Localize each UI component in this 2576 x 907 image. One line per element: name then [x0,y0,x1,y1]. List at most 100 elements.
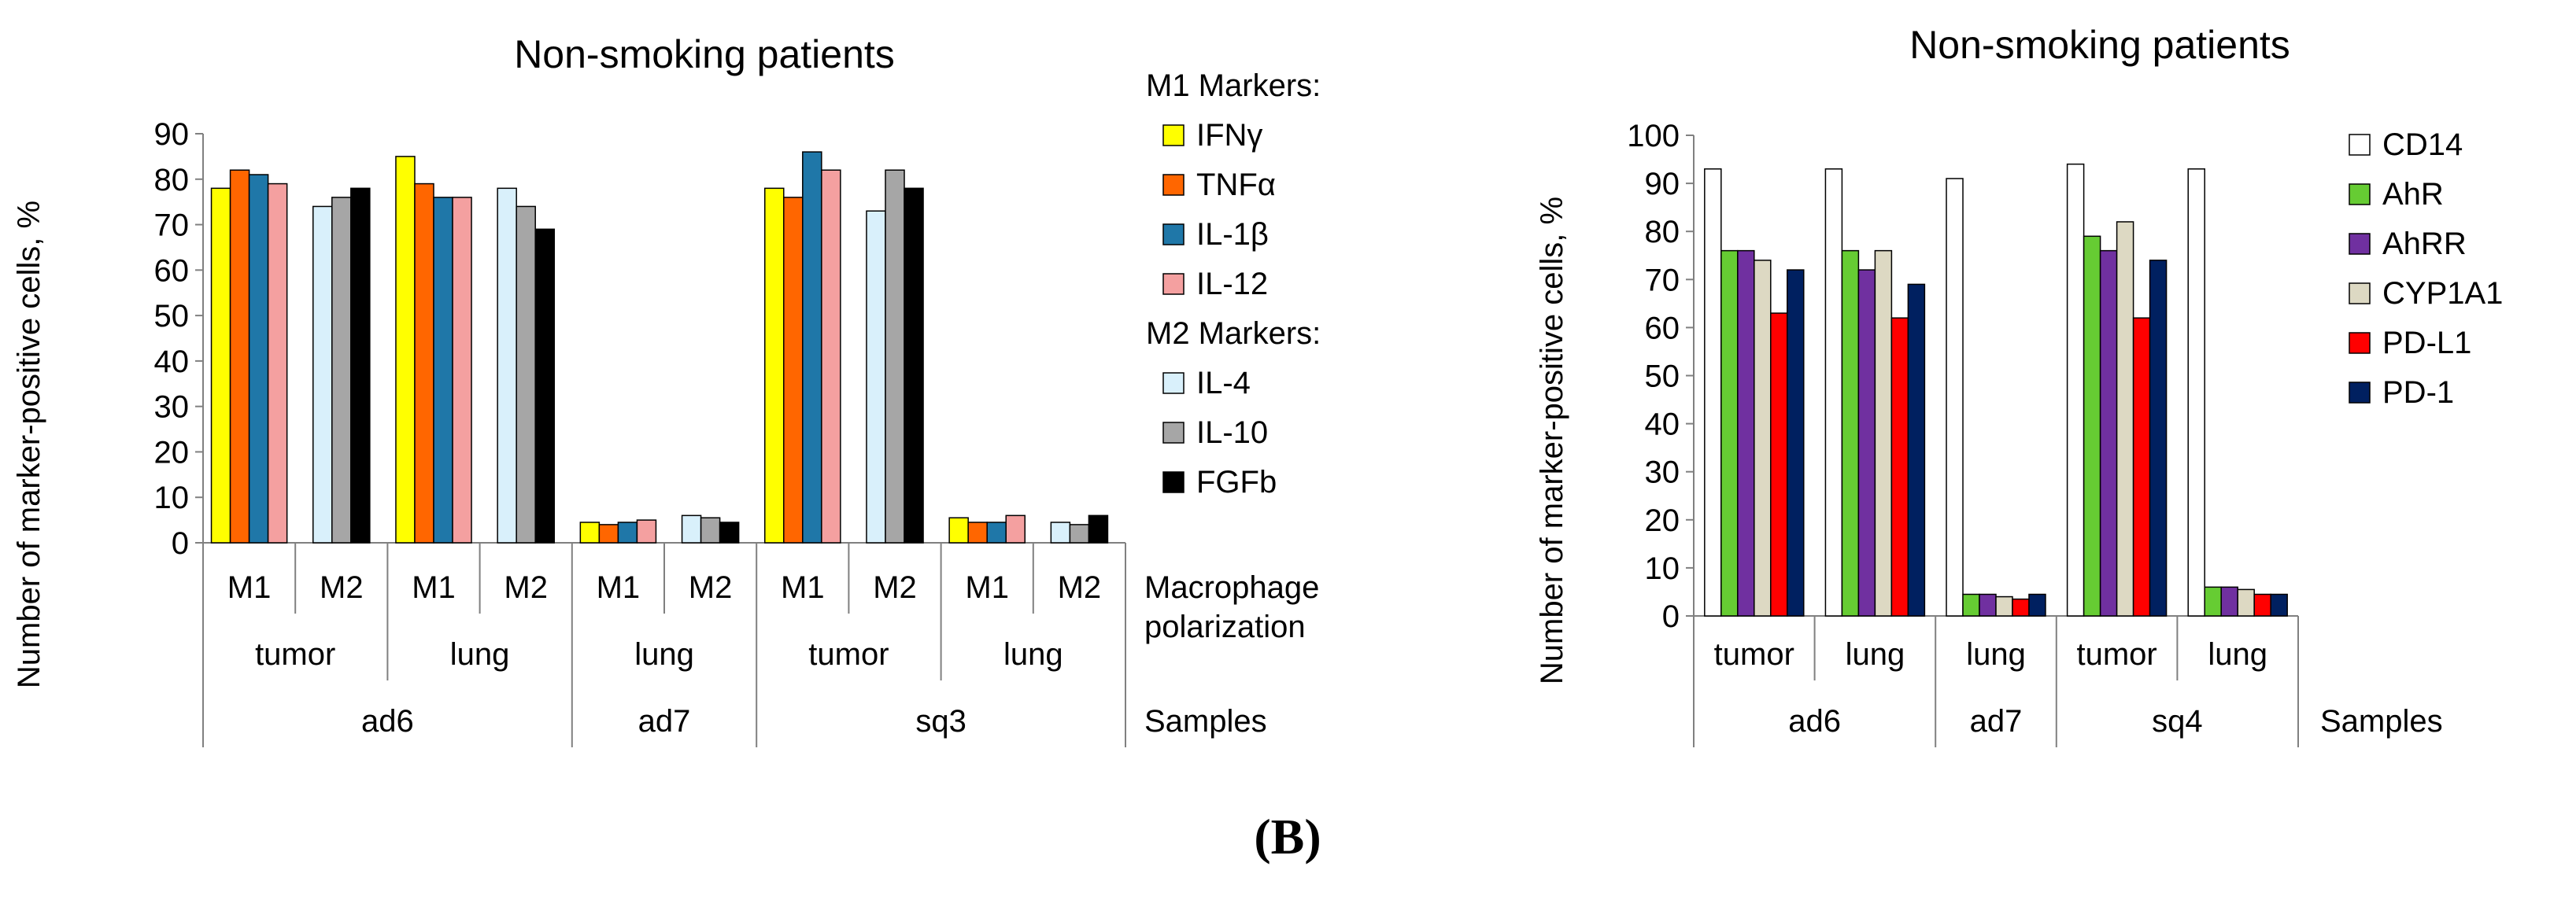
bar-sq4-lung-g-cyp1a1 [2237,588,2255,617]
tissue-label: tumor [255,637,335,672]
bar-ad7-lung-g-pdl1 [2012,598,2030,617]
bar-ad6-tumor-m2-fgfb [350,187,371,544]
legend-swatch [1162,422,1185,444]
bar-sq4-tumor-g-cyp1a1 [2116,221,2134,617]
chart-left-macrophage-markers: Non-smoking patients Number of marker-pos… [12,32,1321,747]
legend-item-label: PD-L1 [2382,326,2471,360]
bar-sq3-tumor-m1-tnf [783,197,804,544]
y-tick-label: 90 [154,117,190,152]
bar-sq4-tumor-g-ahr [2083,235,2101,617]
y-tick-label: 60 [1645,311,1680,345]
group-label: M1 [412,570,456,605]
panel-label: (B) [1254,809,1321,865]
tissue-label: tumor [2076,637,2157,672]
group-label: M1 [781,570,825,605]
bar-sq3-tumor-m1-il12 [821,169,841,544]
legend-section-header: M2 Markers: [1146,316,1321,351]
bar-ad6-lung-m1-il1 [433,197,453,544]
bar-ad7-lung-m2-il4 [681,514,702,544]
y-tick-label: 70 [1645,263,1680,297]
bar-sq3-lung-m2-il4 [1050,522,1071,544]
legend-swatch [2349,233,2371,255]
group-label: M2 [873,570,917,605]
y-tick-label: 0 [172,526,189,561]
bar-ad7-lung-g-ahr [1962,593,1980,617]
bar-ad6-lung-m1-ifn [395,156,416,544]
legend-item-label: IL-4 [1196,366,1251,400]
legend-item-label: FGFb [1196,465,1277,500]
bar-ad6-tumor-m1-il12 [267,183,288,544]
bar-sq4-tumor-g-pdl1 [2132,317,2151,617]
legend-item-label: IL-10 [1196,415,1268,450]
y-tick-label: 0 [1662,599,1680,634]
legend-section-header: M1 Markers: [1146,68,1321,103]
axis-level-label: Samples [2320,704,2443,739]
legend-swatch [1162,372,1185,394]
bar-ad6-tumor-g-cd14 [1704,168,1722,617]
bar-ad6-lung-g-ahr [1841,249,1860,617]
legend-swatch [1162,124,1185,146]
bar-sq4-lung-g-pdl1 [2253,593,2271,617]
bar-ad6-lung-m1-tnf [414,183,434,544]
y-axis-label: Number of marker-positive cells, % [12,201,46,688]
bar-ad6-lung-g-cyp1a1 [1874,249,1893,617]
bar-ad6-tumor-m1-ifn [210,187,231,544]
bar-sq3-tumor-m2-fgfb [904,187,924,544]
group-label: M2 [320,570,364,605]
bar-sq3-lung-m2-il10 [1069,524,1090,544]
bar-sq4-tumor-g-ahrr [2099,249,2118,617]
y-tick-label: 100 [1627,119,1680,153]
bar-ad7-lung-m1-ifn [579,522,601,544]
bar-sq3-lung-m1-il12 [1005,514,1026,544]
group-label: M1 [965,570,1009,605]
legend-item-label: PD-1 [2382,375,2454,410]
group-label: M2 [504,570,548,605]
y-tick-label: 40 [154,345,190,379]
legend-swatch [1162,174,1185,196]
bar-ad7-lung-m2-il10 [700,517,721,544]
sample-label: ad7 [638,704,691,739]
y-tick-label: 50 [1645,359,1680,394]
y-tick-label: 60 [154,253,190,288]
bar-ad6-tumor-g-pd1 [1787,269,1805,617]
tissue-label: lung [450,637,510,672]
legend-swatch [2349,332,2371,354]
bar-ad6-tumor-g-ahrr [1737,249,1755,617]
y-tick-label: 30 [1645,455,1680,490]
legend-item-label: CYP1A1 [2382,276,2503,311]
bar-ad6-tumor-g-ahr [1720,249,1739,617]
bar-sq3-tumor-m1-il1 [802,151,822,544]
bar-ad7-lung-m1-il1 [617,522,638,544]
bar-sq4-tumor-g-pd1 [2149,260,2168,617]
tissue-label: lung [1003,637,1063,672]
bar-ad6-lung-g-pd1 [1907,283,1926,617]
tissue-label: lung [634,637,694,672]
bar-ad6-lung-m2-il4 [497,187,517,544]
legend-swatch [1162,273,1185,295]
legend-swatch [1162,223,1185,245]
y-tick-label: 80 [154,163,190,197]
y-axis-label: Number of marker-positive cells, % [1535,197,1569,684]
bar-sq3-tumor-m2-il4 [866,210,886,544]
bar-ad7-lung-m1-tnf [598,524,619,544]
bar-sq4-lung-g-ahr [2204,586,2222,617]
bar-sq4-lung-g-cd14 [2187,168,2205,617]
legend-item-label: CD14 [2382,127,2463,162]
bar-sq3-tumor-m2-il10 [885,169,905,544]
axis-level-label: Macrophage [1144,570,1319,605]
legend-swatch [2349,282,2371,304]
bar-sq4-lung-g-pd1 [2270,593,2288,617]
y-tick-label: 30 [154,390,190,425]
axis-level-label: Samples [1144,704,1267,739]
tissue-label: lung [1846,637,1905,672]
group-label: M2 [1058,570,1102,605]
group-label: M2 [689,570,733,605]
chart-right-ahr-pd-markers: Non-smoking patients Number of marker-pos… [1535,23,2503,747]
bar-ad6-tumor-g-pdl1 [1770,312,1788,617]
bar-ad7-lung-m2-fgfb [719,522,740,544]
y-tick-label: 40 [1645,407,1680,442]
bar-ad6-lung-g-pdl1 [1890,317,1909,617]
y-tick-label: 10 [1645,551,1680,586]
sample-label: sq3 [915,704,966,739]
y-tick-label: 90 [1645,167,1680,201]
